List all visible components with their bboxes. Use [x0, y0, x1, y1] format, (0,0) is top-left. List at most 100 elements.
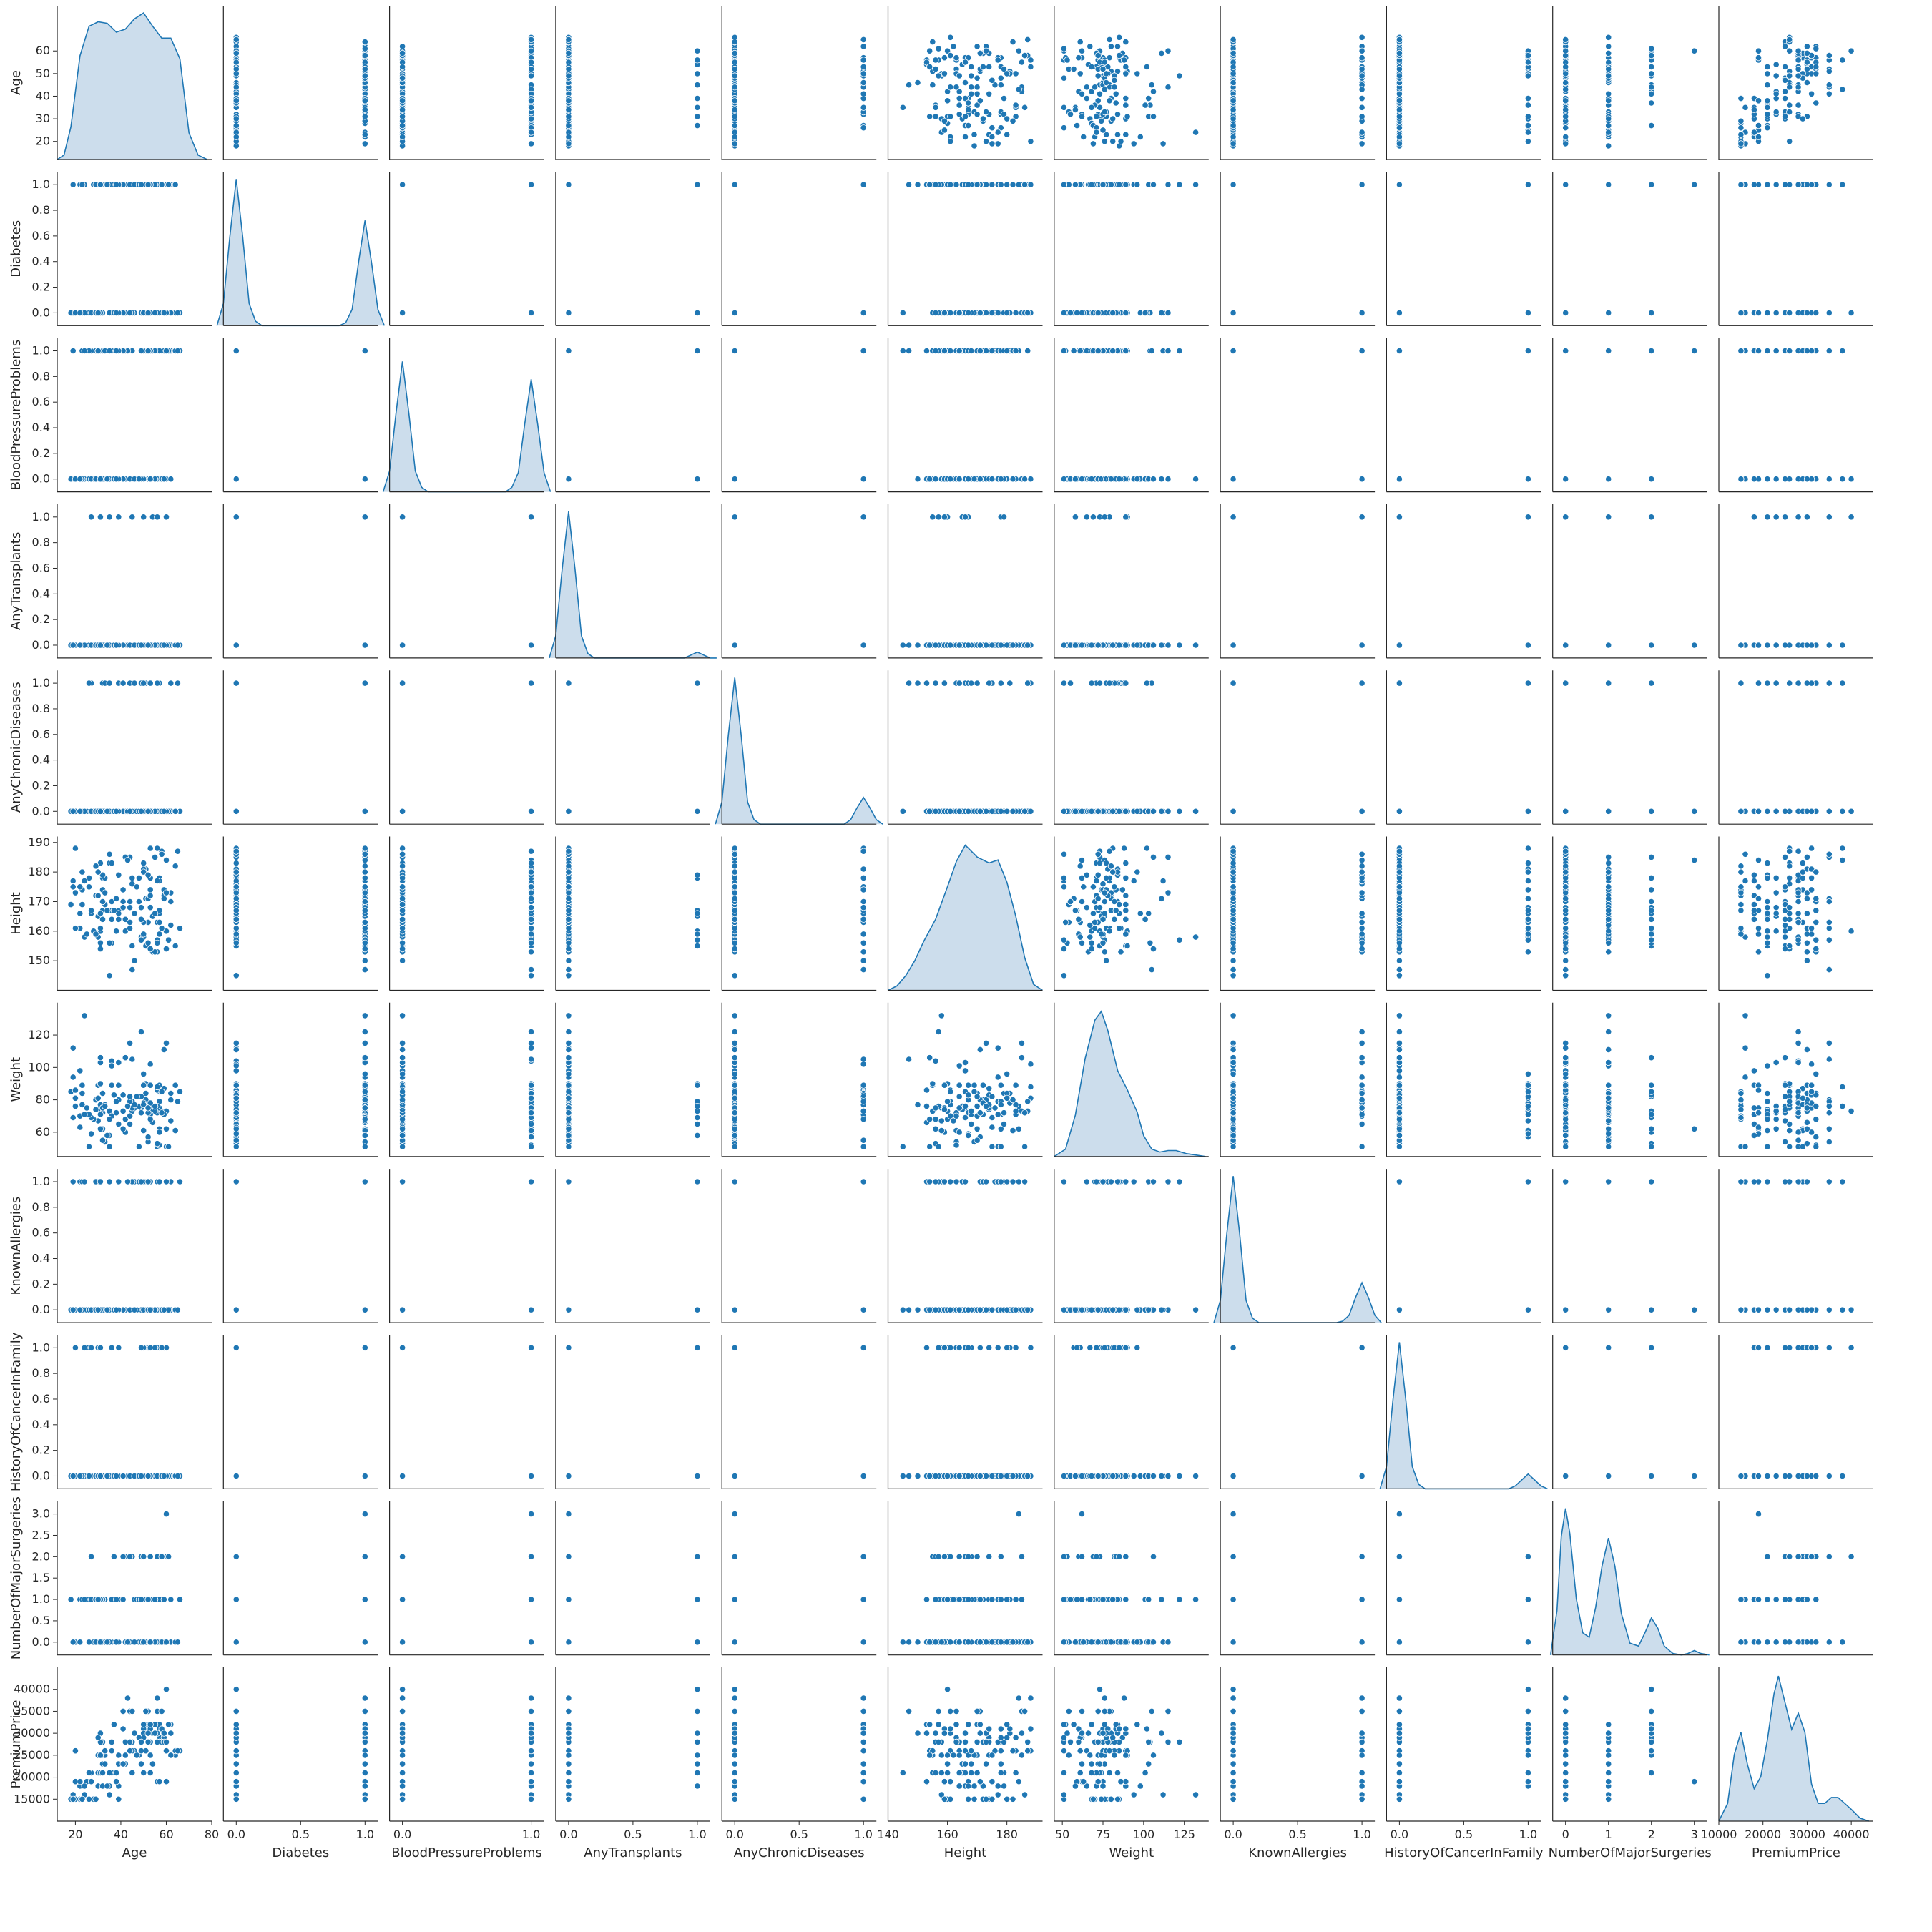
scatter-point: [1015, 181, 1022, 188]
scatter-point: [1839, 57, 1846, 64]
scatter-point: [1737, 117, 1745, 124]
scatter-point: [1772, 181, 1780, 188]
scatter-point: [1116, 181, 1123, 188]
scatter-point: [926, 113, 933, 120]
scatter-point: [1786, 36, 1793, 44]
scatter-point: [989, 124, 996, 132]
scatter-point: [1077, 347, 1084, 355]
scatter-point: [97, 642, 104, 649]
scatter-point: [1114, 111, 1122, 118]
scatter-point: [106, 347, 113, 355]
scatter-point: [1825, 82, 1833, 89]
panel-BloodPressureProblems-vs-Diabetes: [222, 338, 378, 493]
kde-fill-BloodPressureProblems: [383, 361, 551, 492]
scatter-point: [953, 54, 960, 62]
scatter-point: [1691, 47, 1698, 54]
scatter-point: [1358, 129, 1365, 136]
scatter-point: [1772, 347, 1780, 355]
scatter-point: [986, 90, 993, 97]
scatter-point: [899, 309, 906, 316]
panel-BloodPressureProblems-vs-AnyChronicDiseases: [721, 338, 877, 493]
y-tick-label: 1.0: [32, 177, 50, 191]
scatter-point: [104, 476, 111, 483]
scatter-point: [527, 309, 535, 316]
scatter-point: [974, 84, 981, 91]
scatter-point: [1101, 138, 1108, 145]
scatter-point: [1737, 95, 1745, 102]
y-tick-label: 60: [36, 44, 50, 57]
scatter-point: [1164, 309, 1172, 316]
scatter-point: [997, 476, 1004, 483]
scatter-point: [860, 514, 867, 521]
scatter-point: [527, 72, 535, 79]
kde-line-Age: [57, 12, 207, 160]
scatter-point: [1192, 181, 1200, 188]
scatter-point: [160, 476, 167, 483]
scatter-point: [1060, 476, 1068, 483]
scatter-point: [731, 72, 738, 79]
scatter-point: [1795, 47, 1802, 54]
scatter-point: [860, 43, 867, 50]
scatter-point: [1093, 113, 1100, 120]
scatter-point: [1015, 86, 1022, 93]
scatter-point: [113, 642, 120, 649]
scatter-point: [1176, 72, 1183, 79]
scatter-point: [1755, 309, 1762, 316]
scatter-point: [361, 45, 368, 52]
scatter-point: [1839, 181, 1846, 188]
scatter-point: [983, 138, 990, 145]
scatter-point: [1755, 133, 1762, 140]
scatter-point: [1088, 63, 1095, 71]
scatter-point: [974, 90, 981, 97]
y-tick-label: 0.6: [32, 229, 50, 242]
scatter-point: [97, 476, 104, 483]
scatter-point: [1772, 309, 1780, 316]
scatter-point: [1786, 102, 1793, 109]
scatter-point: [1396, 36, 1403, 44]
scatter-point: [1000, 95, 1008, 102]
scatter-point: [860, 104, 867, 111]
scatter-point: [1066, 111, 1074, 118]
scatter-point: [1755, 347, 1762, 355]
scatter-point: [1083, 84, 1090, 91]
y-tick-label: 0.6: [32, 395, 50, 408]
scatter-point: [1021, 476, 1029, 483]
scatter-point: [152, 309, 159, 316]
scatter-point: [527, 97, 535, 104]
scatter-point: [1024, 309, 1031, 316]
scatter-point: [1094, 72, 1102, 79]
scatter-point: [1358, 476, 1365, 483]
scatter-point: [140, 514, 147, 521]
scatter-point: [1782, 181, 1789, 188]
scatter-point: [81, 347, 88, 355]
scatter-point: [1803, 347, 1810, 355]
y-tick-label: 0.0: [32, 305, 50, 319]
y-tick-label: 40: [36, 89, 50, 102]
scatter-point: [137, 642, 145, 649]
scatter-point: [694, 104, 701, 111]
scatter-point: [947, 476, 954, 483]
scatter-point: [1358, 140, 1365, 147]
scatter-point: [1122, 70, 1129, 77]
scatter-point: [1015, 47, 1022, 54]
scatter-point: [1099, 65, 1107, 73]
scatter-point: [398, 97, 406, 104]
panel-AnyTransplants-vs-Height: [887, 504, 1043, 659]
scatter-point: [158, 181, 165, 188]
scatter-point: [1764, 82, 1771, 89]
scatter-point: [1782, 476, 1789, 483]
scatter-point: [1230, 181, 1237, 188]
scatter-point: [1106, 97, 1113, 104]
scatter-point: [113, 476, 120, 483]
scatter-point: [860, 309, 867, 316]
scatter-point: [1083, 95, 1090, 102]
scatter-point: [979, 63, 987, 71]
panel-Age-vs-Diabetes: [222, 6, 378, 160]
scatter-point: [1782, 43, 1789, 50]
scatter-point: [983, 47, 990, 54]
scatter-point: [950, 43, 957, 50]
scatter-point: [1648, 99, 1655, 107]
scatter-point: [947, 84, 954, 91]
kde-fill-AnyTransplants: [549, 511, 717, 658]
scatter-point: [1396, 72, 1403, 79]
